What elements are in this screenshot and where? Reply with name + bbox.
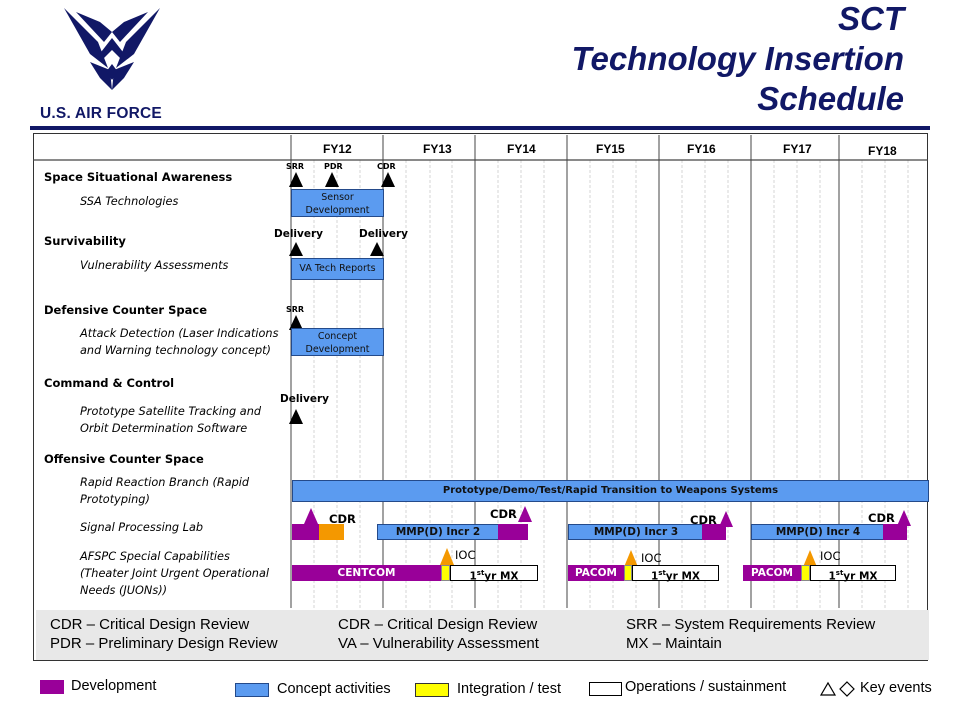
mmp-incr-3-bar: MMP(D) Incr 3 (568, 524, 704, 540)
operations-swatch (589, 682, 622, 696)
srr-label: SRR (286, 162, 304, 171)
cdr-label: CDR (377, 162, 396, 171)
va-tech-reports-bar: VA Tech Reports (291, 258, 384, 280)
integration-bar (801, 565, 810, 581)
pdr-milestone-icon (325, 172, 339, 187)
bar-label: 1 (469, 571, 476, 583)
concept-swatch (235, 683, 269, 697)
first-year-mx-bar: 1styr MX (450, 565, 538, 581)
bar-label: MMP(D) Incr 3 (594, 526, 678, 538)
cdr-milestone-icon (381, 172, 395, 187)
abbrev-va: VA – Vulnerability Assessment (338, 635, 539, 652)
srr-label: SRR (286, 305, 304, 314)
bar-label: yr MX (666, 571, 700, 583)
integration-bar (624, 565, 632, 581)
bar-label: MMP(D) Incr 4 (776, 526, 860, 538)
bar-label: Concept (292, 330, 383, 343)
delivery-milestone-icon (370, 242, 384, 256)
development-bar (883, 524, 907, 540)
srr-milestone-icon (289, 172, 303, 187)
integration-bar (441, 565, 450, 581)
abbrev-cdr: CDR – Critical Design Review (50, 616, 249, 633)
bar-label: Development (292, 343, 383, 356)
delivery-milestone-icon (289, 242, 303, 256)
delivery-label: Delivery (359, 228, 408, 240)
integration-bar (319, 524, 344, 540)
concept-development-bar: Concept Development (291, 328, 384, 356)
sensor-development-bar: Sensor Development (291, 189, 384, 217)
abbrev-mx: MX – Maintain (626, 635, 722, 652)
legend-key-events: Key events (860, 680, 932, 696)
bar-label: PACOM (751, 567, 793, 579)
delivery-label: Delivery (280, 393, 329, 405)
bar-label: yr MX (843, 571, 877, 583)
cdr-label: CDR (490, 507, 517, 521)
ioc-milestone-icon (440, 548, 454, 565)
bar-label: Sensor (292, 191, 383, 204)
cdr-label: CDR (868, 511, 895, 525)
legend-integration: Integration / test (457, 681, 561, 697)
bar-label: Development (292, 204, 383, 217)
bar-label: PACOM (575, 567, 617, 579)
abbrev-srr: SRR – System Requirements Review (626, 616, 875, 633)
prototype-transition-bar: Prototype/Demo/Test/Rapid Transition to … (292, 480, 929, 502)
legend-concept: Concept activities (277, 681, 391, 697)
ioc-label: IOC (641, 551, 661, 565)
legend-operations: Operations / sustainment (625, 679, 786, 695)
bar-label-superscript: st (658, 569, 666, 577)
bar-label: Prototype/Demo/Test/Rapid Transition to … (443, 485, 778, 496)
development-bar (498, 524, 528, 540)
legend-development: Development (71, 678, 156, 694)
centcom-bar: CENTCOM (292, 565, 441, 581)
first-year-mx-bar: 1styr MX (632, 565, 719, 581)
bar-label: yr MX (484, 571, 518, 583)
delivery-label: Delivery (274, 228, 323, 240)
mmp-incr-2-bar: MMP(D) Incr 2 (377, 524, 499, 540)
cdr-milestone-icon (518, 506, 532, 522)
key-events-icon (819, 681, 857, 697)
cdr-milestone-icon (304, 508, 318, 524)
first-year-mx-bar: 1styr MX (810, 565, 896, 581)
pacom-bar: PACOM (568, 565, 624, 581)
cdr-label: CDR (690, 513, 717, 527)
ioc-label: IOC (455, 548, 475, 562)
development-bar (292, 524, 319, 540)
bar-label: VA Tech Reports (299, 263, 375, 274)
integration-swatch (415, 683, 449, 697)
development-swatch (40, 680, 64, 694)
pacom-bar: PACOM (743, 565, 801, 581)
abbrev-cdr: CDR – Critical Design Review (338, 616, 537, 633)
bar-label: 1 (828, 571, 835, 583)
delivery-milestone-icon (289, 409, 303, 424)
mmp-incr-4-bar: MMP(D) Incr 4 (751, 524, 885, 540)
abbrev-pdr: PDR – Preliminary Design Review (50, 635, 278, 652)
cdr-label: CDR (329, 512, 356, 526)
bar-label: MMP(D) Incr 2 (396, 526, 480, 538)
bar-label: CENTCOM (338, 567, 396, 579)
pdr-label: PDR (324, 162, 343, 171)
ioc-label: IOC (820, 549, 840, 563)
